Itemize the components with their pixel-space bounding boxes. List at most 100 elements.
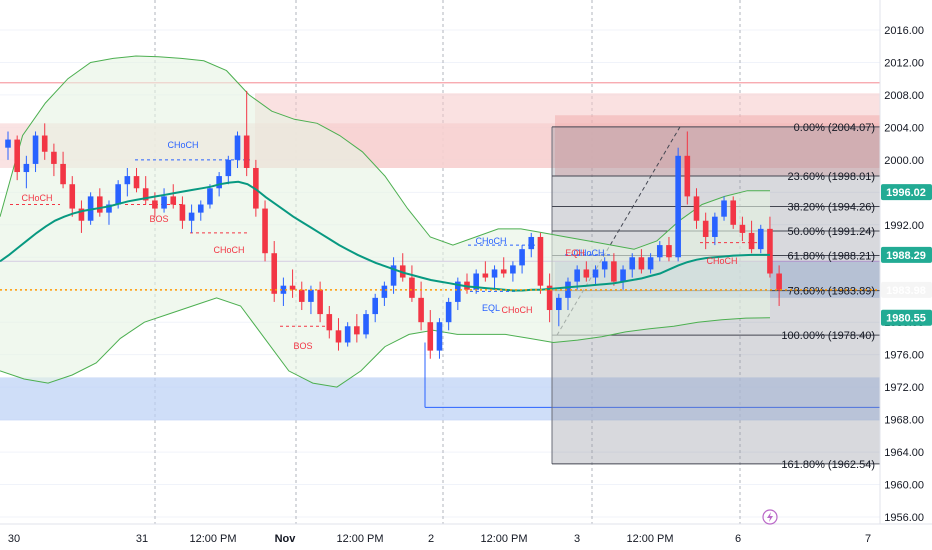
candle-body	[611, 261, 617, 282]
structure-label: EQH	[565, 248, 585, 258]
y-tick-label: 1956.00	[884, 512, 924, 524]
bollinger-fill	[0, 56, 770, 388]
ema-path	[0, 180, 770, 292]
ema-line	[0, 180, 880, 292]
candle-body	[280, 285, 287, 294]
candle-body	[170, 196, 177, 205]
candle-body	[271, 253, 278, 294]
candle-body	[702, 220, 709, 237]
time-axis: 30 31 12:00 PM Nov 12:00 PM 2 12:00 PM 3 12:00 P…	[0, 523, 932, 550]
y-tick-label: 1992.00	[884, 220, 924, 232]
x-tick-label: Nov	[275, 533, 297, 545]
candle-body	[455, 281, 461, 302]
candle-body	[161, 196, 167, 209]
candle-body	[51, 151, 57, 164]
candle-body	[500, 269, 507, 274]
candle-body	[675, 155, 681, 258]
candle-body	[372, 297, 378, 315]
candle-body	[335, 330, 342, 343]
candle-body	[693, 196, 700, 221]
candle-body	[666, 245, 672, 258]
structure-label: CHoCH	[475, 236, 506, 246]
price-tags: 1996.02 1988.29 1983.98 1980.55	[881, 184, 932, 326]
y-tick-label: 2008.00	[884, 90, 924, 102]
candle-body	[32, 135, 39, 164]
structure-label: CHoCH	[501, 305, 532, 315]
structure-label: BOS	[149, 214, 168, 224]
x-tick-label: 31	[136, 533, 148, 545]
fib-level-label: 61.80% (1988.21)	[788, 251, 875, 263]
candle-body	[473, 273, 479, 290]
candle-body	[344, 326, 351, 343]
lightning-glyph	[767, 512, 773, 522]
candle-body	[537, 236, 544, 286]
x-tick-label: 12:00 PM	[480, 533, 527, 545]
y-tick-label: 2004.00	[884, 122, 924, 134]
candle-body	[354, 326, 360, 335]
x-tick-label: 3	[574, 533, 580, 545]
price-tag-label: 1988.29	[886, 250, 926, 262]
axis-background	[880, 0, 932, 550]
candle-body	[565, 281, 571, 298]
candle-body	[5, 139, 11, 148]
candle-body	[546, 285, 553, 311]
candle-body	[197, 204, 204, 213]
candle-body	[482, 273, 489, 278]
candle-body	[409, 277, 415, 298]
candle-body	[528, 236, 535, 250]
candle-body	[152, 200, 158, 209]
candle-body	[556, 297, 562, 311]
fib-diagonal	[556, 126, 681, 336]
price-tag-label: 1980.55	[886, 313, 926, 325]
y-tick-label: 2000.00	[884, 155, 924, 167]
candle-body	[225, 159, 232, 177]
price-tag-box	[881, 184, 932, 201]
candle-body	[767, 228, 773, 274]
fib-level-label: 38.20% (1994.26)	[788, 201, 875, 213]
structure-label: CHoCH	[213, 245, 244, 255]
candle-body	[684, 155, 691, 197]
y-tick-label: 1964.00	[884, 447, 924, 459]
candle-body	[418, 297, 424, 323]
y-tick-label: 1976.00	[884, 350, 924, 362]
candle-body	[436, 322, 443, 351]
candle-body	[739, 224, 746, 233]
demand-zone	[0, 377, 880, 421]
bollinger-bands	[0, 55, 771, 388]
candle-body	[298, 289, 305, 302]
candle-body	[656, 245, 663, 258]
fib-level-label: 100.00% (1978.40)	[781, 330, 875, 342]
candle-body	[712, 216, 718, 237]
candle-body	[427, 322, 434, 351]
candle-body	[748, 232, 755, 250]
candle-body	[583, 269, 590, 278]
structure-label: CHoCH	[573, 248, 604, 258]
misc-icons	[762, 509, 778, 525]
candle-body	[23, 163, 30, 173]
fib-level-label: 161.80% (1962.54)	[781, 459, 875, 471]
lightning-icon	[762, 509, 778, 525]
x-tick-label: 30	[8, 533, 20, 545]
candle-body	[776, 273, 782, 290]
candle-body	[730, 200, 737, 225]
candle-body	[629, 257, 636, 270]
candle-body	[390, 265, 397, 286]
x-tick-label: 12:00 PM	[189, 533, 236, 545]
candle-body	[445, 301, 452, 323]
candle-body	[207, 188, 213, 205]
price-tag-label: 1983.98	[886, 285, 926, 297]
candle-body	[69, 184, 76, 209]
candle-body	[188, 212, 195, 221]
x-tick-label: 6	[735, 533, 741, 545]
x-tick-label: 12:00 PM	[626, 533, 673, 545]
x-tick-label: 12:00 PM	[336, 533, 383, 545]
candle-body	[647, 257, 654, 270]
candle-body	[363, 314, 369, 335]
price-axis: 2016.00 2012.00 2008.00 2004.00 2000.00 1996.…	[879, 0, 932, 550]
candle-body	[106, 204, 112, 213]
candle-body	[124, 176, 131, 185]
x-tick-label: 7	[865, 533, 871, 545]
candle-body	[234, 135, 241, 160]
